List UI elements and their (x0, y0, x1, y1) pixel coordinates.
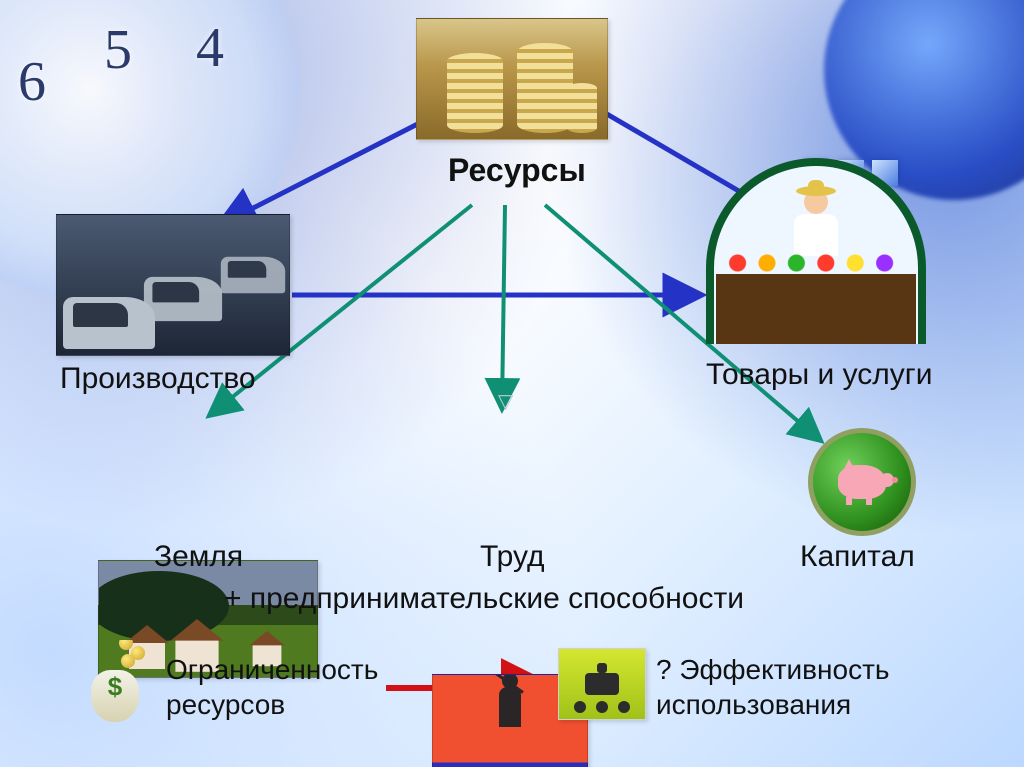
capital-label: Капитал (800, 540, 915, 574)
resources-image-coins (416, 18, 608, 140)
bg-clock-digit: 6 (18, 50, 46, 114)
production-image (56, 214, 290, 356)
bg-clock-digit: 4 (196, 16, 224, 80)
efficiency-label-line1: ? Эффективность (656, 654, 889, 685)
resources-title: Ресурсы (448, 152, 586, 189)
scarcity-label-line2: ресурсов (166, 689, 285, 720)
labor-label: Труд (480, 540, 545, 574)
scarcity-label: Ограниченность ресурсов (166, 652, 378, 722)
capital-image (808, 428, 916, 536)
scarcity-image: $ (75, 640, 155, 722)
bg-clock-digit: 5 (104, 18, 132, 82)
slide-stage: 6 5 4 Ресурсы Произ (0, 0, 1024, 767)
efficiency-label: ? Эффективность использования (656, 652, 889, 722)
chevron-down-icon: ▽ (498, 389, 513, 414)
efficiency-label-line2: использования (656, 689, 851, 720)
scarcity-label-line1: Ограниченность (166, 654, 378, 685)
entrepreneur-label: + предпринимательские способности (224, 582, 744, 616)
production-label: Производство (60, 362, 256, 396)
land-label: Земля (154, 540, 243, 574)
goods-image (706, 158, 926, 344)
efficiency-image (558, 648, 646, 720)
goods-label: Товары и услуги (706, 358, 933, 392)
